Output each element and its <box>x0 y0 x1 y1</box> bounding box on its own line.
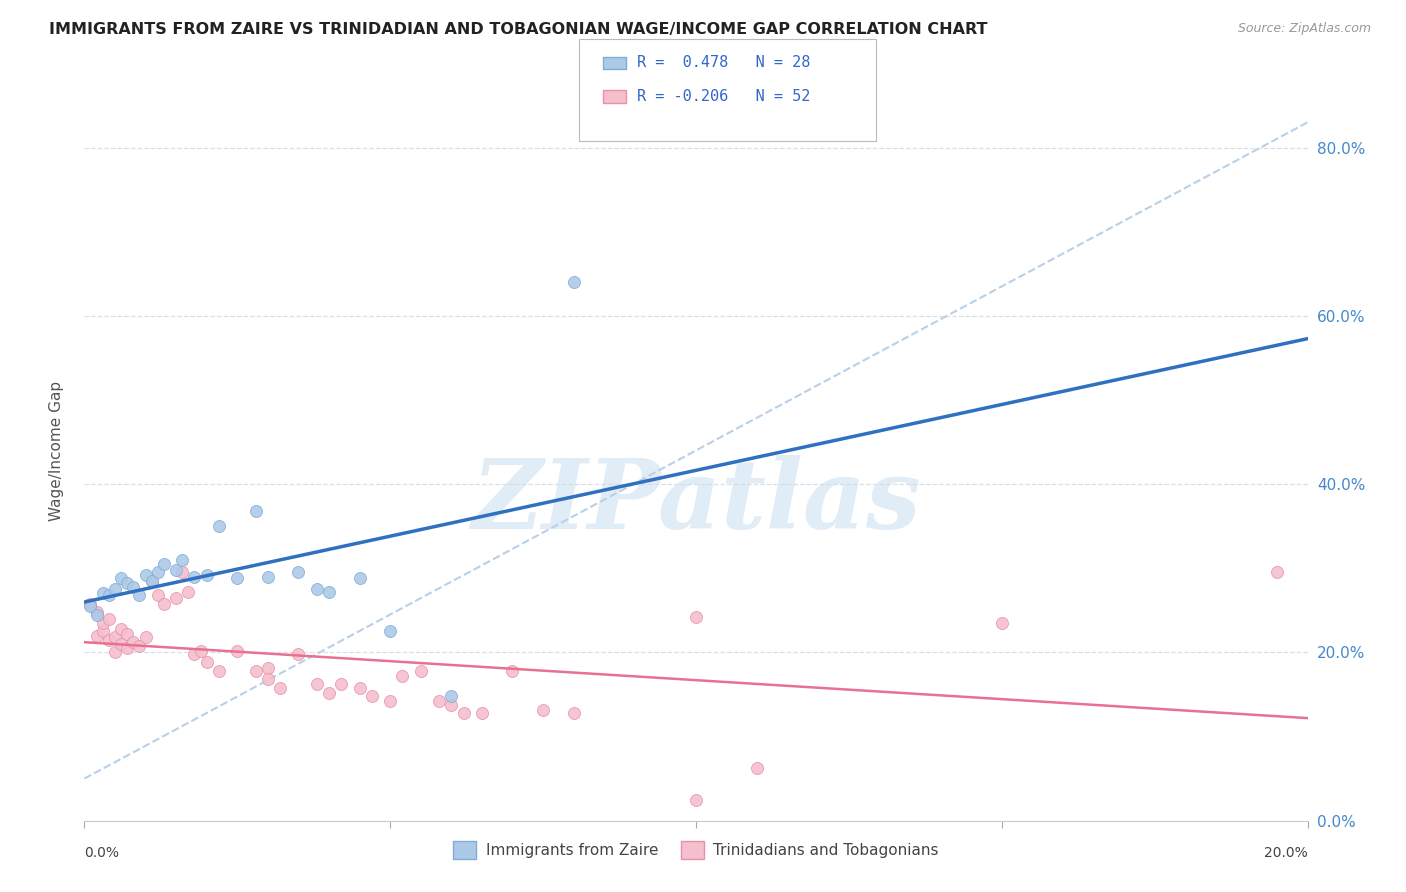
Point <box>104 630 127 644</box>
Point <box>165 563 187 577</box>
Point <box>172 553 194 567</box>
Point <box>86 628 108 642</box>
Point <box>146 588 169 602</box>
Point <box>562 706 585 720</box>
Point <box>349 571 371 585</box>
Point <box>226 571 249 585</box>
Point <box>91 586 114 600</box>
Point <box>380 694 402 708</box>
Point <box>104 582 127 597</box>
Point <box>269 681 291 695</box>
Point <box>110 622 132 636</box>
Point <box>471 706 494 720</box>
Point <box>110 571 132 585</box>
Point <box>128 588 150 602</box>
Point <box>502 664 524 678</box>
Point <box>115 641 138 656</box>
Point <box>287 647 309 661</box>
Point <box>110 637 132 651</box>
Point <box>391 669 413 683</box>
Point <box>208 664 231 678</box>
Point <box>257 660 280 674</box>
Point <box>115 576 138 591</box>
Point <box>991 615 1014 630</box>
Point <box>177 584 200 599</box>
Point <box>245 504 267 518</box>
Point <box>257 673 280 687</box>
Point <box>153 557 176 571</box>
Point <box>115 627 138 641</box>
Point <box>531 703 554 717</box>
Text: R = -0.206   N = 52: R = -0.206 N = 52 <box>637 89 810 103</box>
Point <box>440 689 463 703</box>
Point <box>190 643 212 657</box>
Point <box>91 615 114 630</box>
Point <box>86 605 108 619</box>
Point <box>183 569 205 583</box>
Point <box>135 630 157 644</box>
Point <box>128 639 150 653</box>
Point <box>97 588 120 602</box>
Point <box>141 574 163 588</box>
Point <box>409 664 432 678</box>
Point <box>226 643 249 657</box>
Legend: Immigrants from Zaire, Trinidadians and Tobagonians: Immigrants from Zaire, Trinidadians and … <box>447 835 945 865</box>
Point <box>305 677 328 691</box>
Point <box>349 681 371 695</box>
Point <box>427 694 450 708</box>
Point <box>146 566 169 580</box>
Point <box>440 698 463 712</box>
Point <box>122 580 145 594</box>
Point <box>318 686 340 700</box>
Text: R =  0.478   N = 28: R = 0.478 N = 28 <box>637 55 810 70</box>
Point <box>245 664 267 678</box>
Point <box>122 635 145 649</box>
Text: 0.0%: 0.0% <box>84 846 120 860</box>
Point <box>153 597 176 611</box>
Point <box>1265 566 1288 580</box>
Point <box>330 677 353 691</box>
Text: ZIPatlas: ZIPatlas <box>471 455 921 549</box>
Y-axis label: Wage/Income Gap: Wage/Income Gap <box>49 380 65 521</box>
Point <box>172 566 194 580</box>
Point <box>208 519 231 533</box>
Point <box>97 612 120 626</box>
Point <box>135 568 157 582</box>
Point <box>747 762 769 776</box>
Point <box>685 792 707 806</box>
Point <box>685 610 707 624</box>
Point <box>453 706 475 720</box>
Text: Source: ZipAtlas.com: Source: ZipAtlas.com <box>1237 22 1371 36</box>
Point <box>562 275 585 289</box>
Point <box>79 597 101 611</box>
Point <box>97 632 120 647</box>
Point <box>79 599 101 613</box>
Point <box>257 569 280 583</box>
Text: IMMIGRANTS FROM ZAIRE VS TRINIDADIAN AND TOBAGONIAN WAGE/INCOME GAP CORRELATION : IMMIGRANTS FROM ZAIRE VS TRINIDADIAN AND… <box>49 22 987 37</box>
Point <box>195 656 218 670</box>
Point <box>165 591 187 605</box>
Point <box>91 624 114 639</box>
Text: 20.0%: 20.0% <box>1264 846 1308 860</box>
Point <box>104 645 127 659</box>
Point <box>360 689 382 703</box>
Point <box>86 607 108 622</box>
Point <box>183 647 205 661</box>
Point <box>305 582 328 597</box>
Point <box>141 574 163 588</box>
Point <box>318 584 340 599</box>
Point <box>195 568 218 582</box>
Point <box>287 566 309 580</box>
Point <box>380 624 402 639</box>
